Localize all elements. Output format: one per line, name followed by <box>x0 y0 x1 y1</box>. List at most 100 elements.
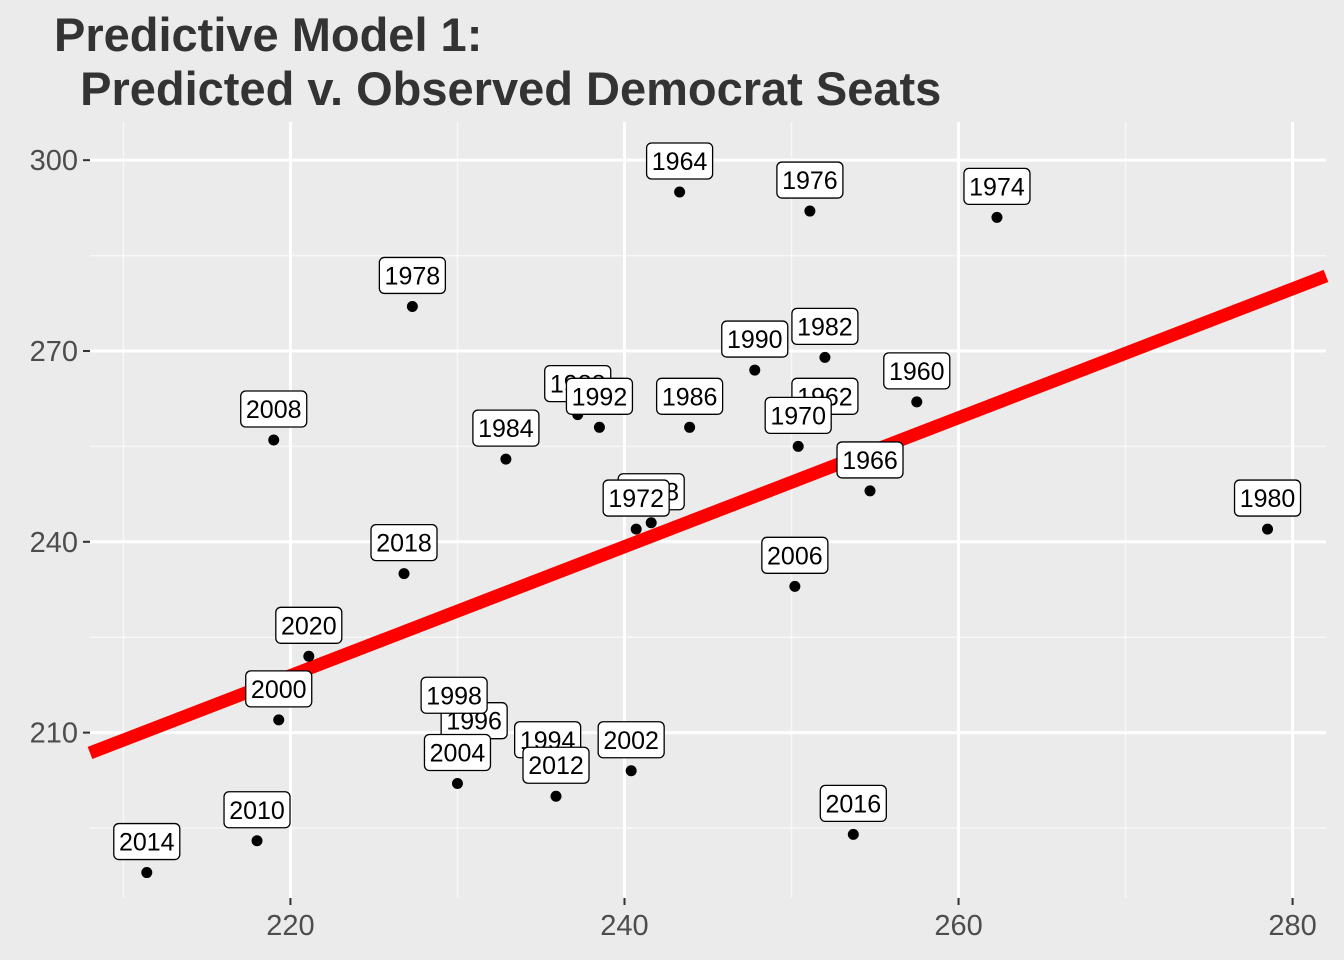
point-label-2020: 2020 <box>275 606 343 644</box>
point-2006 <box>789 580 801 592</box>
point-label-box-1984 <box>472 409 540 447</box>
point-label-text-1976: 1976 <box>782 167 838 195</box>
axis-ticks: 220 240 260 280 210 240 270 300 <box>30 145 1317 942</box>
point-label-2016: 2016 <box>819 784 887 823</box>
point-label-2010: 2010 <box>223 791 291 829</box>
y-tick-label-240: 240 <box>30 527 78 559</box>
point-label-box-2018 <box>370 523 438 562</box>
point-1966 <box>864 485 876 497</box>
point-label-text-2006: 2006 <box>767 542 823 570</box>
point-label-1974: 1974 <box>963 167 1031 206</box>
point-label-box-1998 <box>420 676 488 714</box>
point-label-box-2020 <box>275 606 343 644</box>
point-label-box-1978 <box>378 256 447 295</box>
point-label-1978: 1978 <box>378 256 447 295</box>
point-label-1960: 1960 <box>883 352 951 390</box>
point-label-text-1970: 1970 <box>770 402 826 430</box>
point-label-text-1984: 1984 <box>478 415 534 443</box>
x-tick-label-220: 220 <box>266 910 314 942</box>
point-2000 <box>273 714 285 726</box>
point-1972 <box>630 523 642 535</box>
point-1968 <box>645 517 657 529</box>
point-label-box-2008 <box>240 390 308 428</box>
y-tick-label-210: 210 <box>30 718 78 750</box>
point-label-1986: 1986 <box>655 377 724 415</box>
point-label-text-1986: 1986 <box>662 383 718 411</box>
chart-title-line-1: Predictive Model 1: <box>54 8 483 61</box>
point-label-text-1974: 1974 <box>969 173 1025 201</box>
point-1984 <box>500 453 512 465</box>
point-1970 <box>792 440 804 452</box>
point-label-box-1990 <box>721 320 789 358</box>
point-label-text-1972: 1972 <box>608 485 664 513</box>
point-label-box-1974 <box>963 167 1031 206</box>
x-tick-label-260: 260 <box>934 910 982 942</box>
point-label-box-1966 <box>836 441 904 479</box>
point-label-text-1964: 1964 <box>652 148 708 176</box>
point-1992 <box>593 421 605 433</box>
point-label-text-1978: 1978 <box>385 262 441 290</box>
y-tick-label-300: 300 <box>30 145 78 177</box>
point-label-box-2014 <box>113 822 181 861</box>
point-2020 <box>303 650 315 662</box>
point-label-text-1990: 1990 <box>727 326 783 354</box>
point-2018 <box>398 568 410 580</box>
point-label-text-2004: 2004 <box>430 740 486 768</box>
point-1976 <box>804 205 816 217</box>
point-2014 <box>141 867 153 879</box>
point-label-box-1992 <box>565 377 634 415</box>
point-label-1990: 1990 <box>721 320 789 358</box>
point-label-text-2016: 2016 <box>826 790 882 818</box>
point-label-box-1982 <box>791 307 859 345</box>
point-label-1984: 1984 <box>472 409 540 447</box>
point-label-2008: 2008 <box>240 390 308 428</box>
point-label-box-1964 <box>645 142 714 180</box>
point-1964 <box>674 186 686 198</box>
point-label-2004: 2004 <box>423 733 492 772</box>
x-tick-label-240: 240 <box>600 910 648 942</box>
point-label-1964: 1964 <box>645 142 714 180</box>
point-label-box-1970 <box>764 396 832 435</box>
point-2008 <box>268 434 280 446</box>
point-label-text-2014: 2014 <box>119 829 175 857</box>
point-label-1966: 1966 <box>836 441 904 479</box>
point-2012 <box>550 790 562 802</box>
point-label-text-2018: 2018 <box>376 530 432 558</box>
point-2002 <box>625 765 637 777</box>
x-tick-label-280: 280 <box>1268 910 1316 942</box>
point-label-text-1966: 1966 <box>842 447 898 475</box>
point-label-1998: 1998 <box>420 676 488 714</box>
point-label-text-1992: 1992 <box>572 383 628 411</box>
y-tick-label-270: 270 <box>30 336 78 368</box>
point-label-text-2008: 2008 <box>246 396 302 424</box>
point-label-1972: 1972 <box>602 479 670 517</box>
point-1990 <box>749 364 761 376</box>
point-label-text-2002: 2002 <box>603 727 659 755</box>
point-label-text-2012: 2012 <box>528 752 584 780</box>
point-labels: 1960196219641966196819701972197419761978… <box>113 142 1302 861</box>
point-label-text-1980: 1980 <box>1240 485 1296 513</box>
point-label-box-2000 <box>245 670 313 708</box>
point-label-1970: 1970 <box>764 396 832 435</box>
point-label-text-1982: 1982 <box>797 313 853 341</box>
point-label-box-1980 <box>1233 479 1302 517</box>
chart-title: Predictive Model 1: Predicted v. Observe… <box>54 8 941 116</box>
point-label-box-2002 <box>597 721 665 759</box>
chart-title-line-2: Predicted v. Observed Democrat Seats <box>54 62 942 115</box>
point-label-1980: 1980 <box>1233 479 1302 517</box>
point-label-2006: 2006 <box>761 536 829 574</box>
point-label-text-2010: 2010 <box>229 797 285 825</box>
point-label-box-1960 <box>883 352 951 390</box>
point-label-1992: 1992 <box>565 377 634 415</box>
point-1960 <box>911 396 923 408</box>
point-1978 <box>406 300 418 312</box>
point-label-2018: 2018 <box>370 523 438 562</box>
point-label-1976: 1976 <box>776 161 844 199</box>
point-label-2012: 2012 <box>522 746 590 784</box>
point-label-box-2004 <box>423 733 492 772</box>
point-label-box-1972 <box>602 479 670 517</box>
point-1980 <box>1262 523 1274 535</box>
point-2010 <box>251 835 263 847</box>
